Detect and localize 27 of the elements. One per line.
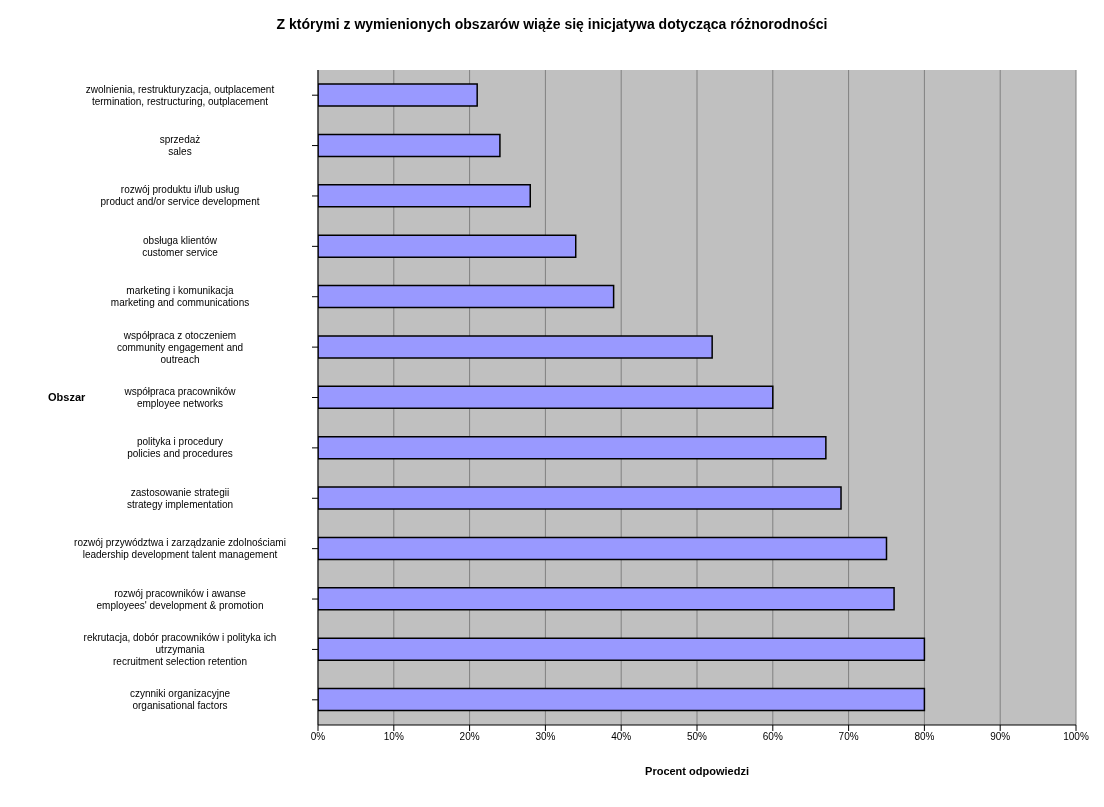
y-tick-label: obsługa klientów customer service [142, 234, 219, 258]
x-tick-label: 80% [914, 731, 935, 743]
x-tick-label: 30% [535, 731, 556, 743]
y-tick-label: sprzedaż sales [159, 134, 201, 158]
y-tick-label: rozwój przywództwa i zarządzanie zdolnościami leadership development talent management [74, 537, 286, 561]
x-axis-title: Procent odpowiedzi [645, 765, 749, 777]
x-tick-label: 50% [686, 731, 708, 743]
x-tick-label: 10% [383, 731, 404, 743]
y-tick-label: czynniki organizacyjne organisational factors [129, 688, 231, 712]
x-tick-label: 20% [459, 731, 480, 743]
x-tick-label: 90% [990, 731, 1011, 743]
y-tick-label: rozwój produktu i/lub usług product and/or service development [100, 184, 260, 208]
x-tick-label: 0% [310, 731, 326, 743]
x-tick-label: 60% [762, 731, 783, 743]
x-tick-label: 70% [838, 731, 859, 743]
y-tick-label: rozwój pracowników i awanse employees' development & promotion [96, 587, 264, 611]
y-tick-label: marketing i komunikacja marketing and communications [110, 285, 250, 309]
y-tick-label: zwolnienia, restrukturyzacja, outplacement termination, restructuring, outplacement [85, 83, 275, 107]
x-tick-label: 100% [1063, 731, 1089, 743]
y-tick-label: rekrutacja, dobór pracowników i polityka ich utrzymania recruitment selection retention [83, 631, 277, 667]
chart-title: Z którymi z wymienionych obszarów wiąże się inicjatywa dotycząca różnorodności [275, 16, 829, 34]
y-axis-title: Obszar [48, 391, 87, 404]
y-tick-label: współpraca z otoczeniem community engagement and outreach [116, 329, 244, 365]
y-tick-label: zastosowanie strategii strategy implementation [126, 486, 234, 510]
y-tick-label: polityka i procedury policies and procedures [127, 436, 233, 460]
x-tick-label: 40% [611, 731, 632, 743]
y-tick-label: współpraca pracowników employee networks [123, 386, 237, 409]
